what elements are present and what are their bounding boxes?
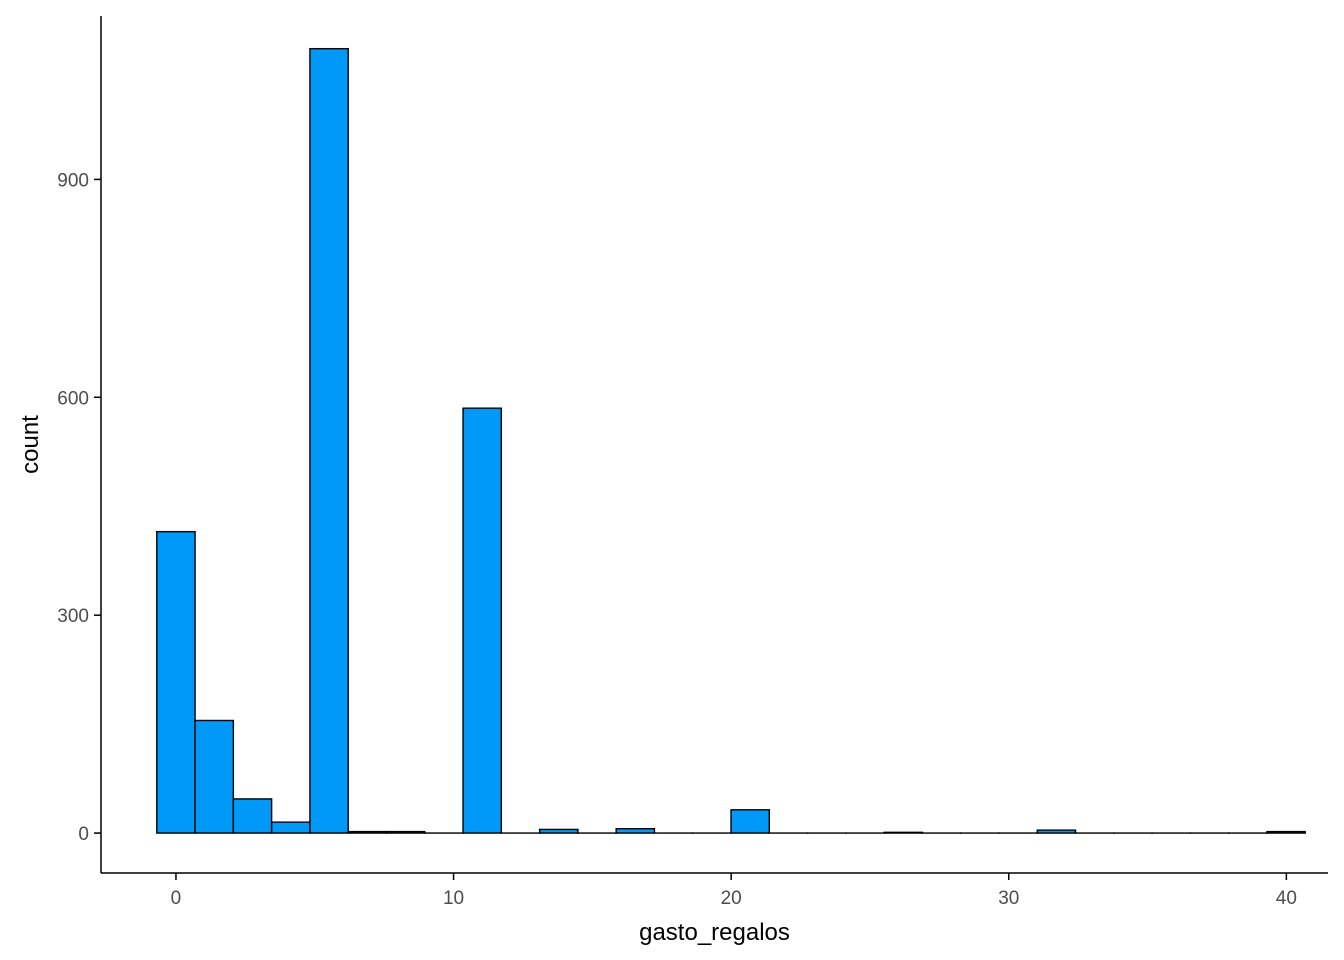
y-axis-title: count xyxy=(17,415,44,474)
histogram-bar xyxy=(462,407,503,834)
y-tick-label: 600 xyxy=(57,388,89,409)
histogram-bar xyxy=(538,828,579,834)
x-tick-label: 20 xyxy=(721,888,742,909)
x-tick-label: 30 xyxy=(998,888,1019,909)
x-ticks-group: 0 10 20 30 40 xyxy=(171,873,1297,909)
histogram-bar xyxy=(194,719,235,834)
axes-group xyxy=(100,16,1328,874)
histogram-bar xyxy=(615,827,656,834)
histogram-bar xyxy=(1266,830,1306,834)
x-tick-label: 0 xyxy=(171,888,182,909)
bars-group xyxy=(156,47,1306,834)
histogram-bar xyxy=(883,831,924,834)
x-axis-title: gasto_regalos xyxy=(639,919,790,946)
histogram-bar xyxy=(1036,829,1077,834)
histogram-bar xyxy=(385,830,426,834)
y-tick-label: 300 xyxy=(57,606,89,627)
histogram-bar xyxy=(309,47,349,834)
x-tick-label: 40 xyxy=(1276,888,1297,909)
histogram-bar xyxy=(232,798,273,834)
histogram-bar xyxy=(270,821,311,834)
y-ticks-group: 0 300 600 900 xyxy=(57,170,101,845)
y-tick-label: 0 xyxy=(78,824,89,845)
histogram-bar xyxy=(347,830,388,834)
histogram-bar xyxy=(730,809,770,834)
x-tick-label: 10 xyxy=(443,888,464,909)
histogram-bar xyxy=(156,530,196,834)
y-tick-label: 900 xyxy=(57,170,89,191)
